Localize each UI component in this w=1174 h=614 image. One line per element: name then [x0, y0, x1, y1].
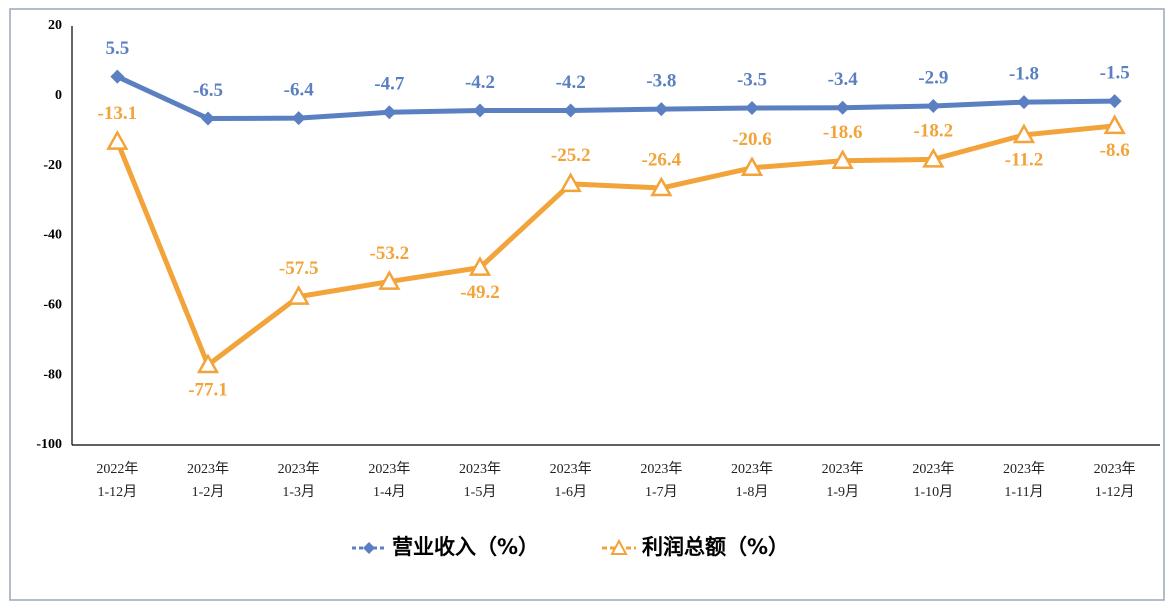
point-marker [650, 176, 673, 197]
value-label: -1.5 [1100, 62, 1130, 83]
legend-marker [610, 538, 628, 555]
point-marker [1107, 94, 1122, 109]
x-tick-label: 1-10月 [913, 484, 953, 500]
x-tick-label: 1-12月 [97, 484, 137, 500]
x-tick-label: 1-6月 [554, 484, 587, 500]
point-marker [835, 100, 850, 115]
x-tick-label: 2023年 [1094, 461, 1136, 477]
y-tick-label: -80 [43, 367, 62, 382]
series-line [116, 74, 1115, 122]
point-marker [378, 270, 401, 290]
value-label: -77.1 [188, 379, 228, 400]
y-tick-label: -100 [36, 437, 62, 452]
x-tick-label: 2023年 [822, 461, 864, 477]
series-line [115, 123, 1115, 368]
value-label: -20.6 [732, 129, 772, 150]
point-marker [201, 111, 215, 126]
value-label: -3.5 [737, 69, 767, 90]
value-label: -2.9 [918, 67, 948, 88]
value-label: -11.2 [1005, 149, 1044, 170]
point-marker [196, 353, 220, 374]
legend-marker [363, 542, 375, 554]
point-marker [473, 103, 487, 118]
value-label: -6.5 [193, 80, 223, 101]
x-tick-label: 1-7月 [645, 484, 678, 500]
value-label: -57.5 [279, 258, 319, 279]
point-marker [382, 105, 397, 120]
y-tick-label: -20 [43, 158, 62, 173]
y-tick-label: -60 [43, 298, 62, 313]
x-tick-label: 2023年 [278, 461, 320, 477]
y-tick-label: 20 [48, 18, 62, 33]
value-label: -49.2 [460, 282, 500, 303]
x-tick-label: 2022年 [96, 461, 138, 477]
x-tick-label: 2023年 [1003, 461, 1045, 477]
value-label: -3.4 [828, 69, 859, 90]
value-label: -6.4 [284, 80, 315, 101]
x-tick-label: 2023年 [368, 461, 410, 477]
x-tick-label: 2023年 [550, 461, 592, 477]
value-label: -4.2 [556, 72, 586, 93]
point-marker [563, 103, 578, 118]
point-marker [110, 69, 125, 84]
point-marker [291, 111, 306, 126]
x-tick-label: 1-12月 [1095, 484, 1135, 500]
point-marker [559, 172, 582, 193]
value-label: -4.2 [465, 72, 495, 93]
point-marker [1103, 114, 1126, 135]
chart-frame [9, 8, 1165, 601]
x-tick-label: 2023年 [187, 461, 229, 477]
x-tick-label: 2023年 [640, 461, 682, 477]
value-label: -8.6 [1100, 140, 1130, 161]
point-marker [287, 285, 310, 305]
point-marker [922, 147, 945, 168]
x-tick-label: 2023年 [731, 461, 773, 477]
point-marker [926, 98, 941, 113]
value-label: -53.2 [370, 243, 410, 264]
value-label: -26.4 [642, 149, 682, 170]
point-marker [1012, 123, 1036, 144]
value-label: -4.7 [374, 74, 405, 95]
point-marker [654, 102, 669, 117]
value-label: -1.8 [1009, 63, 1039, 84]
x-tick-label: 1-5月 [464, 484, 497, 500]
legend-label: 营业收入（%） [392, 535, 539, 559]
value-label: 5.5 [105, 38, 129, 59]
x-tick-label: 1-4月 [373, 484, 406, 500]
x-tick-label: 2023年 [459, 461, 501, 477]
point-marker [740, 156, 764, 177]
x-tick-label: 1-11月 [1004, 484, 1043, 500]
point-marker [831, 149, 854, 170]
value-label: -13.1 [98, 103, 138, 124]
point-marker [1017, 95, 1031, 110]
x-tick-label: 1-2月 [192, 484, 225, 500]
x-tick-label: 2023年 [912, 461, 954, 477]
legend-label: 利润总额（%） [642, 535, 789, 559]
y-tick-label: -40 [43, 228, 62, 243]
x-tick-label: 1-3月 [282, 484, 315, 500]
x-tick-label: 1-9月 [826, 484, 859, 500]
y-tick-label: 0 [55, 88, 62, 103]
x-tick-label: 1-8月 [736, 484, 769, 500]
value-label: -25.2 [551, 145, 591, 166]
value-label: -3.8 [646, 70, 676, 91]
point-marker [745, 101, 759, 116]
value-label: -18.2 [914, 121, 954, 142]
value-label: -18.6 [823, 122, 863, 143]
point-marker [106, 130, 129, 150]
point-marker [468, 256, 492, 276]
